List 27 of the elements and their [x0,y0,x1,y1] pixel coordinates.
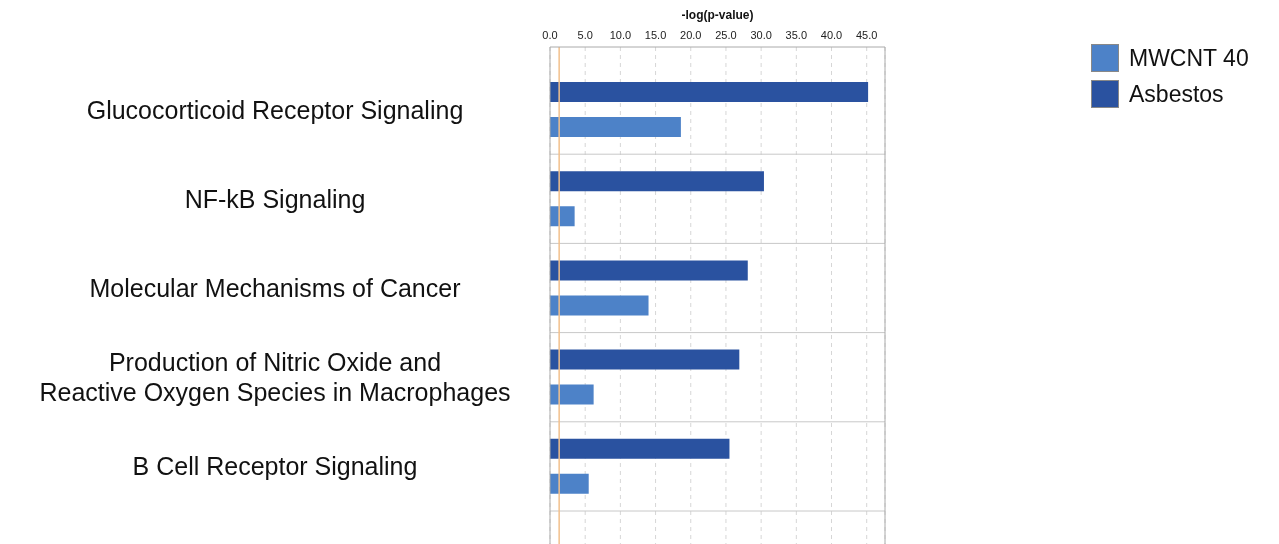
x-tick-label: 10.0 [609,29,632,41]
legend-label: MWCNT 40 [1129,44,1249,72]
x-tick-label: 5.0 [577,29,593,41]
x-tick-label: 20.0 [680,29,702,41]
bar [550,295,649,316]
x-tick-label: 35.0 [785,29,808,41]
bar [550,82,869,102]
x-tick-label: 45.0 [855,29,878,41]
x-tick-label: 0.0 [542,29,558,41]
y-tick-label: B Cell Receptor Signaling [132,452,418,481]
bar [550,171,764,192]
bar [550,438,730,459]
bar [550,117,681,137]
bar [550,260,748,281]
y-tick-label: NF-kB Signaling [184,184,366,213]
bar [550,384,594,405]
x-tick-label: 30.0 [750,29,772,41]
x-tick-label: 25.0 [715,29,737,41]
legend-label: Asbestos [1129,80,1224,108]
bar [550,473,589,494]
x-axis-title: -log(p-value) [681,7,754,22]
y-tick-label: Glucocorticoid Receptor Signaling [86,95,464,124]
x-tick-label: 15.0 [644,29,667,41]
y-tick-label: Production of Nitric Oxide and Reactive Oxygen Species in Macrophages [39,348,511,407]
y-tick-label: Molecular Mechanisms of Cancer [89,274,461,302]
bar [550,349,740,370]
x-tick-label: 40.0 [820,29,843,41]
